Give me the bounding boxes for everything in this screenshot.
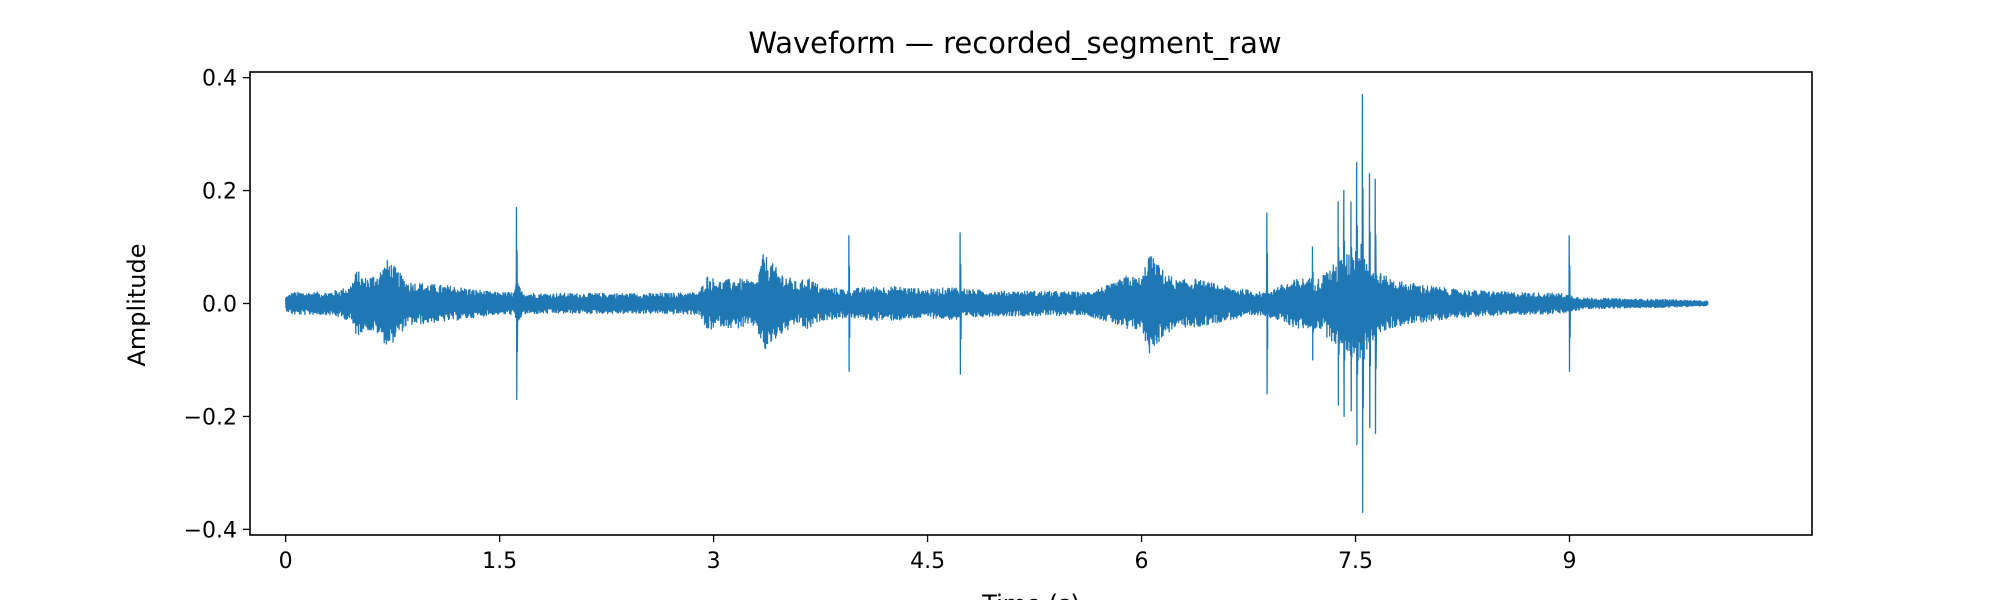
y-tick-label: −0.2 xyxy=(184,405,237,430)
x-tick-label: 1.5 xyxy=(482,549,517,574)
x-tick-label: 4.5 xyxy=(910,549,945,574)
x-axis-label: Time (s) xyxy=(981,590,1080,600)
chart-title: Waveform — recorded_segment_raw xyxy=(748,26,1281,60)
x-tick-label: 7.5 xyxy=(1338,549,1373,574)
y-tick-label: 0.2 xyxy=(202,180,237,205)
y-tick-label: −0.4 xyxy=(184,518,237,543)
waveform-line xyxy=(285,93,1709,514)
x-tick-label: 6 xyxy=(1135,549,1149,574)
x-tick-label: 0 xyxy=(279,549,293,574)
y-axis-label: Amplitude xyxy=(123,244,151,367)
x-tick-label: 9 xyxy=(1562,549,1576,574)
y-tick-label: 0.0 xyxy=(202,293,237,318)
x-axis: 0 1.5 3 4.5 6 7.5 9 xyxy=(279,535,1576,574)
y-tick-label: 0.4 xyxy=(202,67,237,92)
y-axis: 0.4 0.2 0.0 −0.2 −0.4 xyxy=(184,67,250,543)
x-tick-label: 3 xyxy=(707,549,721,574)
plot-area xyxy=(249,71,1813,536)
